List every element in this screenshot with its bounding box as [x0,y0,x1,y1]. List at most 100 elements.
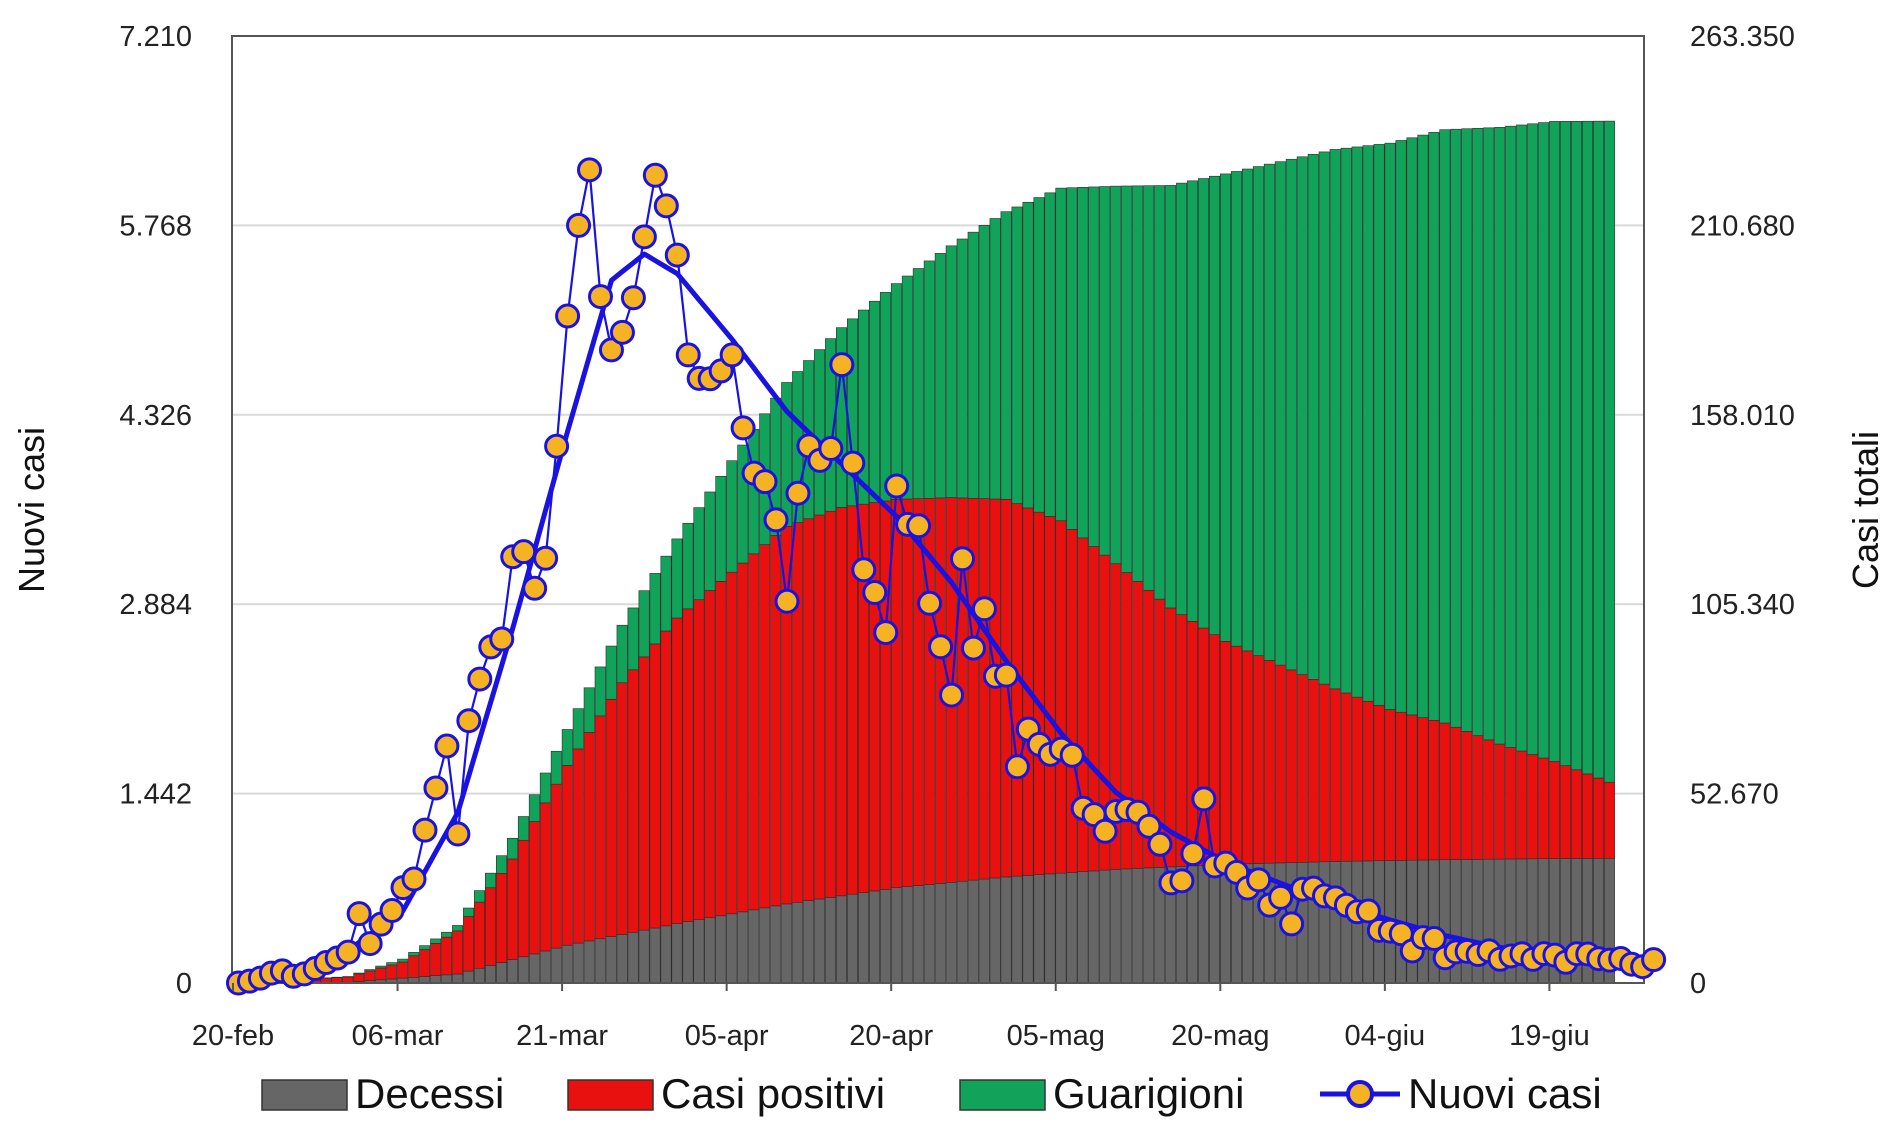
bar-guarigioni [1362,145,1374,702]
bar-guarigioni [1110,185,1122,565]
bar-casi-positivi [452,930,464,975]
bar-decessi [550,947,562,984]
bar-decessi [1132,868,1144,984]
legend-label: Nuovi casi [1408,1070,1602,1117]
bar-decessi [759,907,771,984]
bar-guarigioni [1022,201,1034,509]
plot-frame [231,35,1645,984]
bar-guarigioni [386,962,398,966]
bar-guarigioni [1296,156,1308,675]
x-tick-label: 21-mar [516,1020,608,1052]
bar-guarigioni [1165,185,1177,609]
bar-decessi [1209,864,1220,984]
bar-decessi [1000,876,1012,984]
bar-guarigioni [1483,127,1495,741]
bar-guarigioni [353,972,365,975]
bar-casi-positivi [1176,614,1188,867]
bar-casi-positivi [353,973,365,982]
bar-guarigioni [605,645,617,700]
bar-casi-positivi [638,656,650,931]
bar-decessi [726,913,738,984]
y-left-tick-label: 0 [176,968,192,1000]
bar-casi-positivi [649,643,661,929]
bar-decessi [649,927,661,984]
bar-casi-positivi [890,499,902,889]
legend-swatch [261,1079,348,1111]
y-right-tick-label: 263.350 [1690,21,1795,53]
bar-guarigioni [1571,120,1583,771]
data-point [445,821,471,847]
data-point [423,775,449,801]
bar-casi-positivi [397,961,409,979]
bar-guarigioni [397,958,409,963]
bar-casi-positivi [1483,739,1495,860]
bar-guarigioni [474,890,486,903]
bar-decessi [539,950,551,984]
bar-guarigioni [1077,187,1089,539]
bar-guarigioni [506,837,518,860]
bar-casi-positivi [474,901,486,969]
bar-decessi [967,879,979,984]
bar-guarigioni [978,225,990,499]
bar-casi-positivi [463,916,475,972]
legend-swatch [959,1079,1046,1111]
bar-decessi [825,897,837,984]
bar-guarigioni [1241,168,1253,652]
bar-decessi [1099,869,1111,984]
bar-casi-positivi [1241,650,1253,865]
bar-guarigioni [1154,185,1166,600]
bar-decessi [594,938,606,984]
bar-decessi [748,909,760,984]
bar-decessi [1088,870,1100,984]
bar-guarigioni [726,460,738,573]
bar-guarigioni [627,607,639,671]
bar-guarigioni [1373,144,1385,706]
bar-casi-positivi [1439,722,1451,860]
bar-guarigioni [616,624,628,684]
bar-guarigioni [1603,120,1615,783]
bar-casi-positivi [441,936,453,976]
bar-casi-positivi [814,514,826,900]
bar-guarigioni [1274,161,1286,666]
bar-guarigioni [364,969,376,972]
x-tick-label: 20-feb [192,1020,274,1052]
bar-decessi [452,973,464,984]
data-point [1246,867,1272,893]
bar-guarigioni [550,750,562,785]
data-point [829,352,855,378]
bar-guarigioni [956,238,968,499]
bar-casi-positivi [1011,503,1023,877]
bar-decessi [1033,874,1045,984]
y-left-tick-label: 5.768 [119,210,192,242]
x-tick-label: 20-apr [849,1020,933,1052]
data-point [511,539,537,565]
bar-guarigioni [1033,197,1045,513]
x-tick-label: 05-mag [1007,1020,1105,1052]
y-right-tick-label: 210.680 [1690,210,1795,242]
data-point [774,588,800,614]
bar-decessi [836,895,848,984]
data-point [1059,742,1085,768]
bar-guarigioni [1461,128,1473,732]
bar-casi-positivi [1384,709,1396,861]
bar-guarigioni [890,283,902,500]
data-point [873,620,899,646]
bar-casi-positivi [792,522,804,903]
bar-casi-positivi [1044,516,1056,875]
data-point [906,513,932,539]
bar-casi-positivi [1472,735,1484,860]
bar-casi-positivi [528,821,540,955]
bar-decessi [1044,873,1056,984]
data-point [566,212,592,238]
bar-guarigioni [1549,121,1561,762]
bar-decessi [737,911,749,984]
bar-casi-positivi [781,526,793,905]
bar-decessi [474,967,486,984]
bar-guarigioni [528,794,540,822]
bar-casi-positivi [737,562,749,913]
bar-casi-positivi [1428,720,1440,861]
bar-guarigioni [441,931,453,938]
x-tick-label: 20-mag [1171,1020,1269,1052]
data-point [609,319,635,345]
bar-decessi [781,903,793,984]
